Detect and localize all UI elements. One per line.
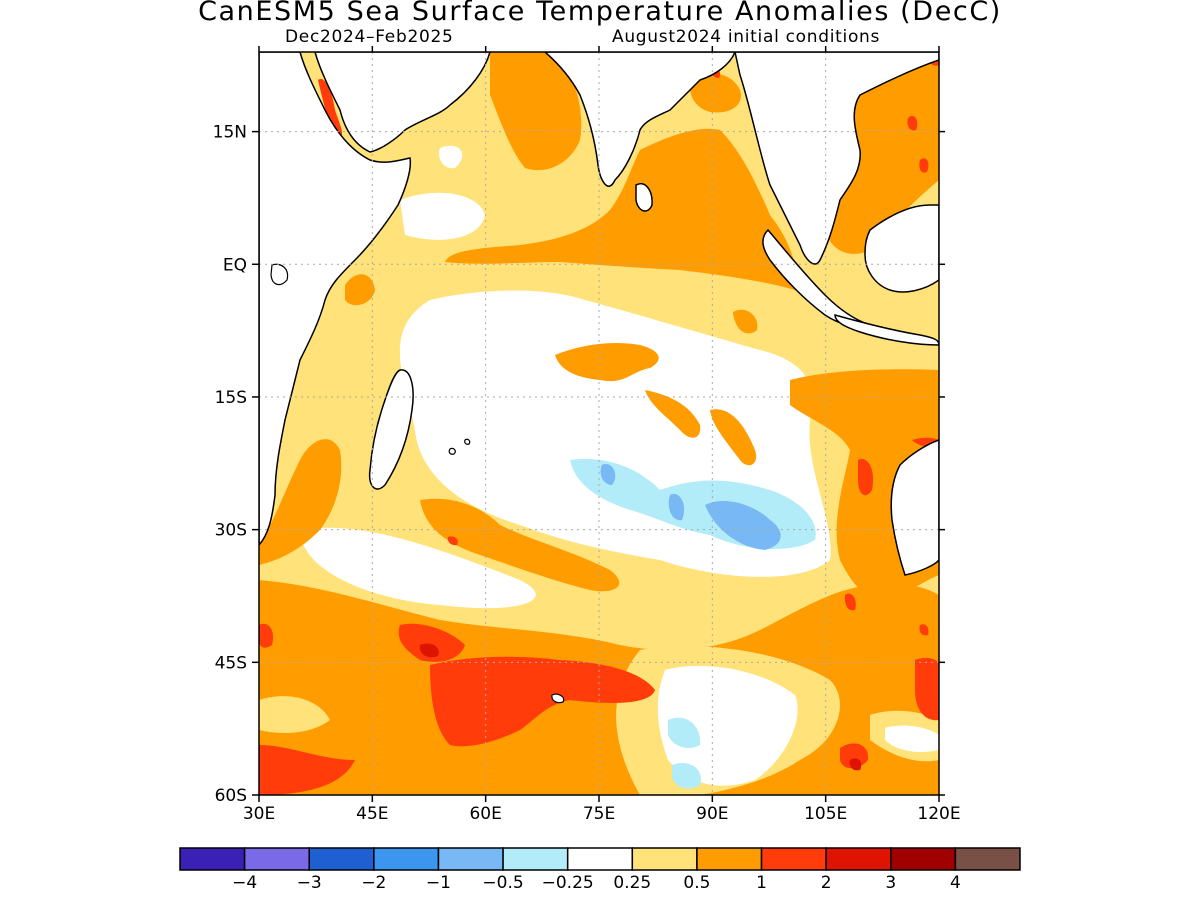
gridlines [259,52,939,795]
longitude-axis: 30E 45E 60E 75E 90E 105E 120E [243,46,961,824]
colorbar-swatch [179,847,246,871]
neutral-pocket-south [657,665,798,786]
light-warm-pocket-a [259,696,330,733]
colorbar-label: −0.5 [482,873,523,893]
cool-pocket-south-a [668,717,701,749]
land-sri-lanka [635,183,653,212]
warm-region-subtropical [420,498,620,592]
colorbar-swatch [696,847,763,871]
x-tick-label: 60E [469,804,501,824]
hot-region-far-southeast [840,743,869,769]
hot-region-west-edge [259,623,274,648]
land-reunion [464,438,471,445]
land-mauritius [448,447,456,455]
x-tick-label: 120E [917,804,960,824]
warm-region-bay-of-bengal [445,128,797,290]
chart-title: CanESM5 Sea Surface Temperature Anomalie… [198,0,1002,27]
y-tick-label: 30S [215,521,247,541]
hot-region-south-dot [447,536,458,546]
colorbar-label: 1 [756,873,767,893]
warm-region-north-india [689,73,741,113]
hot-region-south-china-b [919,158,929,173]
land-borneo [864,204,939,293]
hot-region-south-dot-b [919,624,929,636]
land-southeast-asia [734,52,939,265]
hot-region-south-mid [844,593,856,611]
neutral-region-arabian [439,145,463,169]
very-hot-region-a [419,643,439,658]
x-tick-label: 45E [356,804,388,824]
hot-region-red-sea [318,79,343,138]
y-tick-label: 15N [213,123,247,143]
colorbar-swatch [502,847,569,871]
warm-region-west-coast [259,439,342,565]
colorbar-label: 0.5 [683,873,710,893]
colorbar-label: 4 [950,873,961,893]
land-kerguelen [551,693,565,704]
colorbar-label: −1 [426,873,451,893]
colorbar-swatch [308,847,375,871]
colorbar-label: −2 [361,873,386,893]
cool-region-mid-b [668,494,685,521]
initial-conditions-label: August2024 initial conditions [612,27,881,47]
warm-region-mid-b [645,390,701,438]
colorbar-swatch [825,847,892,871]
colorbar-label: 2 [821,873,832,893]
colorbar-swatch [243,847,310,871]
x-tick-label: 90E [696,804,728,824]
y-tick-label: 45S [215,653,247,673]
y-tick-label: 60S [215,786,247,806]
colorbar: −4 −3 −2 −1 −0.5 −0.25 0.25 0.5 1 2 3 4 [179,847,1021,893]
cool-region-mid-a [705,500,781,550]
hot-region-south-china-a [907,115,918,131]
y-tick-label: 15S [215,388,247,408]
land-india [543,52,736,187]
very-hot-region-b [849,758,862,771]
hot-region-southeast [915,657,939,721]
colorbar-swatch [566,847,634,871]
colorbar-label: −4 [232,873,257,893]
land-africa [259,52,412,547]
colorbar-label: −3 [297,873,322,893]
cool-pocket-south-b [672,762,701,789]
season-label: Dec2024–Feb2025 [285,27,454,47]
hot-region-southwest [259,745,355,795]
neutral-pocket-southeast [885,725,939,752]
colorbar-swatch [760,847,827,871]
land-arabia [314,52,491,153]
anomaly-field [259,52,939,795]
warm-region-mid-d [733,309,758,334]
x-tick-label: 105E [804,804,847,824]
land-australia [890,439,939,576]
colorbar-swatch [631,847,698,871]
warm-region-arabian-sea [490,52,582,171]
latitude-axis: 15N EQ 15S 30S 45S 60S [213,123,945,806]
colorbar-label: −0.25 [542,873,594,893]
neutral-region-south [300,527,536,609]
y-tick-label: EQ [223,255,247,275]
land-madagascar [368,369,414,490]
warm-region-west-equatorial [345,274,375,306]
colorbar-label: 0.25 [613,873,651,893]
cool-region-mid-c [600,464,616,485]
x-tick-label: 75E [583,804,615,824]
hot-region-south-a [430,656,655,747]
colorbar-swatch [437,847,504,871]
hot-region-australia-west [858,459,874,496]
colorbar-swatch [890,847,957,871]
x-tick-label: 30E [243,804,275,824]
colorbar-swatch [373,847,440,871]
neutral-region-northwest [400,192,485,240]
land-equatorial-island [270,263,289,286]
hot-region-south-b [398,623,465,662]
warm-region-mid-a [555,343,659,382]
colorbar-swatch [954,847,1021,871]
colorbar-label: 3 [885,873,896,893]
warm-region-mid-c [710,409,757,466]
